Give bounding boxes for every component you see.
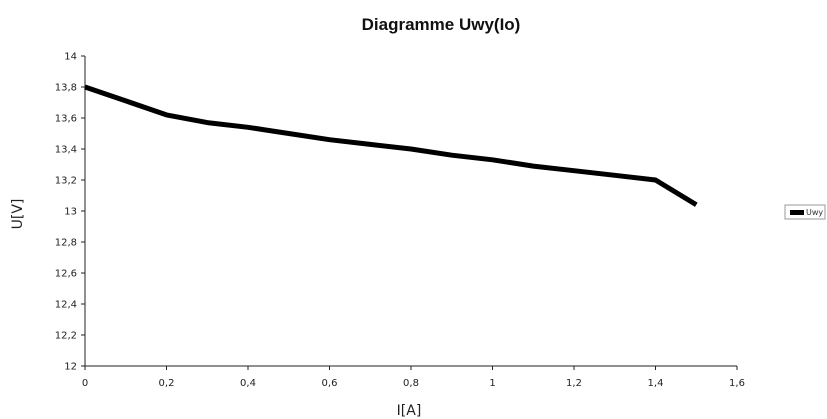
series-line-uwy	[84, 84, 698, 207]
x-tick-label: 0,8	[403, 378, 419, 389]
y-tick-label: 13,8	[55, 83, 77, 94]
x-tick-label: 0	[82, 378, 88, 389]
y-tick-label: 12,6	[55, 269, 77, 280]
x-tick-label: 1,4	[648, 378, 664, 389]
x-tick-label: 1,2	[566, 378, 582, 389]
legend-label: Uwy	[806, 208, 823, 217]
y-tick-label: 13,4	[55, 145, 77, 156]
y-tick-label: 14	[64, 52, 77, 63]
y-tick-label: 12	[64, 362, 77, 373]
x-tick-label: 0,4	[240, 378, 256, 389]
x-tick-label: 1,6	[729, 378, 745, 389]
y-tick-label: 13	[64, 207, 77, 218]
x-axis-title: I[A]	[397, 403, 422, 419]
x-tick-label: 0,2	[159, 378, 175, 389]
series-group	[84, 84, 698, 207]
x-axis-ticks: 0 0,2 0,4 0,6 0,8 1 1,2 1,4 1,6	[82, 366, 745, 389]
chart-title: Diagramme Uwy(Io)	[362, 15, 521, 34]
y-axis-ticks: 12 12,2 12,4 12,6 12,8 13 13,2 13,4 13,6 13,8 14	[55, 52, 85, 373]
y-tick-label: 12,2	[55, 331, 77, 342]
y-tick-label: 12,4	[55, 300, 77, 311]
legend-swatch	[790, 210, 804, 215]
legend: Uwy	[784, 204, 826, 220]
x-tick-label: 1	[489, 378, 495, 389]
y-tick-label: 13,2	[55, 176, 77, 187]
legend-box	[784, 204, 826, 220]
x-tick-label: 0,6	[322, 378, 338, 389]
y-tick-label: 13,6	[55, 114, 77, 125]
y-tick-label: 12,8	[55, 238, 77, 249]
y-axis-title: U[V]	[10, 199, 26, 230]
